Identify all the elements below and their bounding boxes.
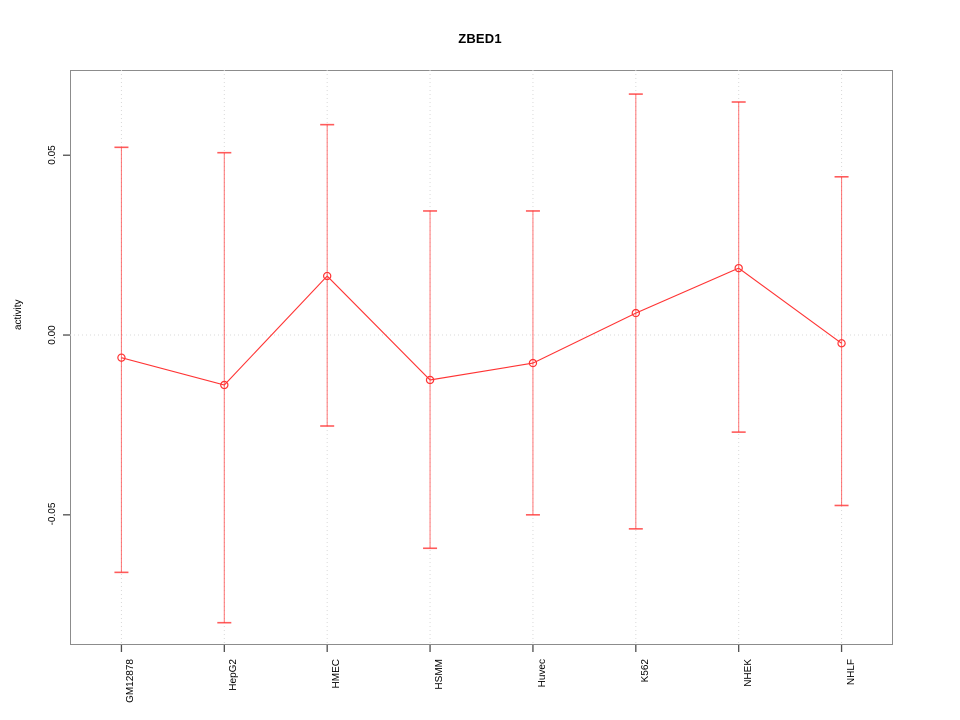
y-axis-label: activity xyxy=(13,299,24,330)
plot-frame xyxy=(70,70,893,645)
y-tick-label: -0.05 xyxy=(47,502,58,526)
x-tick-label-nhek: NHEK xyxy=(742,659,754,687)
x-tick-label-hsmm: HSMM xyxy=(434,659,446,690)
page-title: ZBED1 xyxy=(458,31,502,46)
x-tick-label-gm12878: GM12878 xyxy=(125,659,137,703)
y-tick-label: 0.05 xyxy=(47,144,58,165)
x-tick-label-hepg2: HepG2 xyxy=(228,659,240,691)
x-tick-label-k562: K562 xyxy=(639,659,651,683)
y-tick-label: 0.00 xyxy=(47,324,58,345)
x-tick-label-hmec: HMEC xyxy=(331,659,343,689)
x-tick-label-huvec: Huvec xyxy=(536,659,548,688)
x-tick-label-nhlf: NHLF xyxy=(845,659,857,686)
